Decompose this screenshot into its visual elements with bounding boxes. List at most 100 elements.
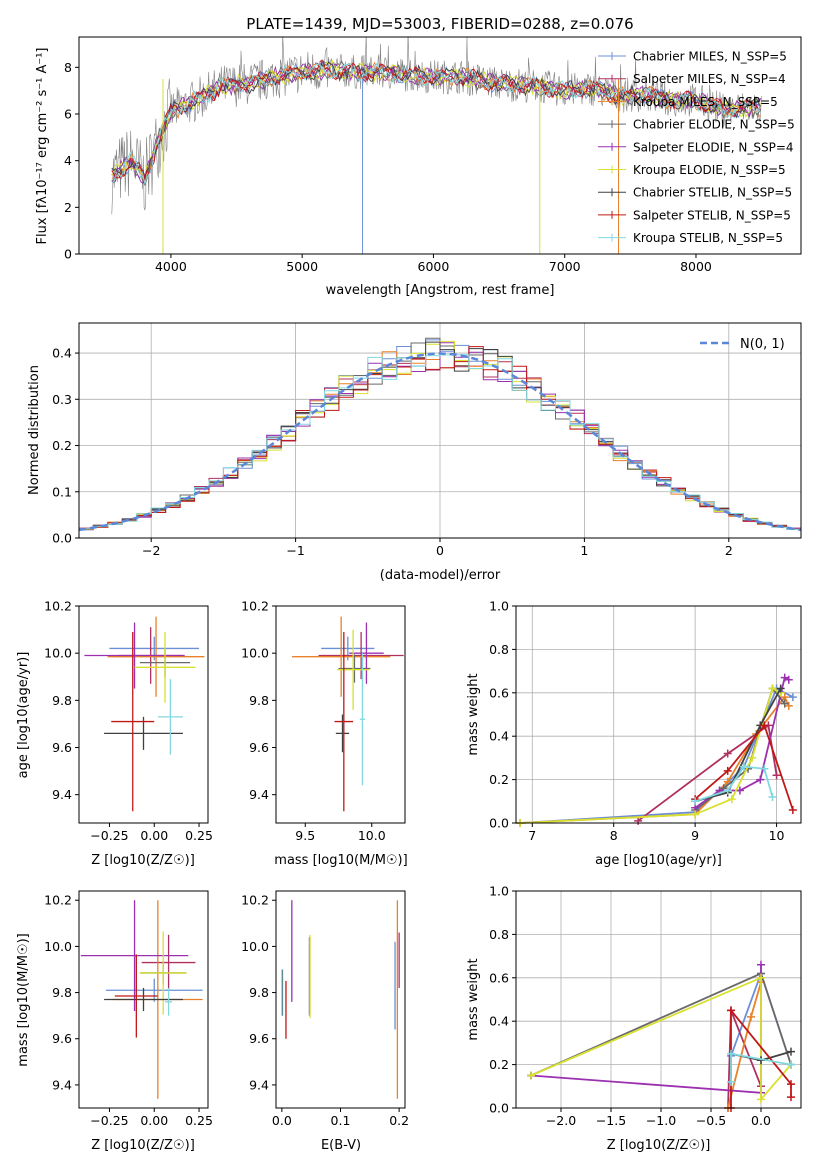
y-tick-label: 1.0 (489, 599, 509, 614)
axes-frame (515, 890, 802, 1109)
weight-marker (784, 701, 793, 710)
y-tick-label: 9.8 (52, 985, 72, 1000)
mass-vs-metallicity-panel: −0.25 0.00 0.25 9.4 9.6 9.8 10.0 10.2 Z [log10(Z… (16, 890, 213, 1153)
x-tick-label: 0.2 (389, 1113, 409, 1128)
x-tick-label: 1 (580, 543, 588, 558)
y-tick-label: 0.8 (489, 642, 509, 657)
weight-marker (691, 797, 700, 806)
weight-marker (787, 1060, 795, 1069)
x-tick-label: 7 (528, 828, 536, 843)
y-tick-label: 0.6 (489, 970, 509, 985)
legend-entry: Chabrier STELIB, N_SSP=5 (633, 186, 792, 200)
axes-frame (515, 605, 802, 824)
y-axis-label: Flux [fλ10⁻¹⁷ erg cm⁻² s⁻¹ A⁻¹] (35, 48, 50, 245)
y-axis-label: mass weight (466, 958, 481, 1040)
x-tick-label: −2 (142, 543, 160, 558)
weight-series-line (530, 964, 762, 1094)
y-tick-label: 9.6 (52, 1031, 72, 1046)
y-tick-label: 9.8 (52, 693, 72, 708)
y-tick-label: 9.6 (249, 740, 269, 755)
weight-marker (756, 775, 765, 784)
y-tick-label: 0.4 (489, 729, 509, 744)
y-tick-label: 0.0 (52, 531, 72, 546)
weight-marker (776, 684, 785, 693)
x-tick-label: 9.5 (295, 828, 315, 843)
legend-entry: Kroupa ELODIE, N_SSP=5 (633, 163, 786, 177)
x-tick-label: 8000 (680, 259, 712, 274)
histogram-series (79, 346, 801, 530)
y-axis-label: age [log10(age/yr)] (16, 652, 31, 779)
weight-series-line (520, 695, 790, 824)
y-tick-label: 10.0 (44, 646, 72, 661)
weight-marker (768, 684, 777, 693)
y-tick-label: 10.0 (241, 939, 269, 954)
model-spectrum (111, 60, 761, 180)
x-tick-label: −2.0 (546, 1113, 576, 1128)
weight-marker (727, 795, 736, 804)
weight-marker (788, 805, 797, 814)
weight-marker (787, 1047, 795, 1056)
x-tick-label: 4000 (155, 259, 187, 274)
legend-entry: Kroupa MILES, N_SSP=5 (633, 95, 778, 109)
x-tick-label: 10.0 (358, 828, 386, 843)
age-vs-mass-panel: 9.5 10.0 9.4 9.6 9.8 10.0 10.2 mass [log10(M/M☉… (241, 599, 408, 869)
x-tick-label: 9 (691, 828, 699, 843)
normal-reference-curve (78, 352, 802, 532)
x-axis-label: Z [log10(Z/Z☉)] (607, 1138, 711, 1153)
x-axis-label: wavelength [Angstrom, rest frame] (326, 283, 555, 298)
x-tick-label: 2 (725, 543, 733, 558)
x-axis-label: (data-model)/error (380, 568, 501, 583)
y-tick-label: 4 (64, 153, 72, 168)
axes-frame (78, 890, 209, 1109)
x-tick-label: 7000 (549, 259, 581, 274)
legend-entry: N(0, 1) (740, 337, 785, 352)
y-tick-label: 10.2 (44, 893, 72, 908)
y-tick-label: 0.8 (489, 927, 509, 942)
y-tick-label: 10.0 (44, 939, 72, 954)
weight-vs-metallicity-panel: −2.0 −1.5 −1.0 −0.5 0.0 0.0 0.2 0.4 0.6 0.8 1.0 Z [… (466, 884, 802, 1153)
y-tick-label: 0.2 (52, 438, 72, 453)
legend-entry: Kroupa STELIB, N_SSP=5 (633, 231, 783, 245)
y-tick-label: 2 (64, 200, 72, 215)
weight-marker (760, 721, 769, 730)
y-tick-label: 0.4 (52, 346, 72, 361)
axes-frame (78, 36, 802, 255)
y-tick-label: 10.0 (241, 646, 269, 661)
y-tick-label: 9.6 (52, 740, 72, 755)
y-tick-label: 10.2 (241, 893, 269, 908)
y-tick-label: 9.4 (249, 787, 269, 802)
y-tick-label: 0.3 (52, 392, 72, 407)
x-tick-label: −0.25 (90, 828, 128, 843)
mass-vs-extinction-panel: 0.0 0.1 0.2 9.4 9.6 9.8 10.0 10.2 E(B-V) (241, 890, 409, 1153)
weight-series-line (694, 688, 782, 803)
weight-marker (727, 1006, 735, 1015)
x-tick-label: −0.25 (90, 1113, 128, 1128)
x-tick-label: −1.5 (596, 1113, 626, 1128)
axes-frame (78, 322, 802, 539)
x-tick-label: 0.1 (331, 1113, 351, 1128)
y-axis-label: mass weight (466, 673, 481, 755)
weight-marker (748, 753, 757, 762)
weight-vs-age-panel: 7 8 9 10 0.0 0.2 0.4 0.6 0.8 1.0 age [log10(age/yr… (466, 599, 802, 868)
legend-entry: Chabrier MILES, N_SSP=5 (633, 50, 787, 64)
weight-marker (527, 1071, 535, 1080)
weight-marker (768, 792, 777, 801)
age-vs-metallicity-panel: −0.25 0.00 0.25 9.4 9.6 9.8 10.0 10.2 Z [log10(Z… (16, 599, 213, 869)
x-tick-label: 0.00 (140, 828, 168, 843)
weight-marker (788, 693, 797, 702)
x-axis-label: mass [log10(M/M☉)] (274, 853, 407, 868)
weight-marker (727, 1077, 735, 1086)
x-tick-label: 8 (610, 828, 618, 843)
weight-marker (747, 1012, 755, 1021)
y-axis-label: Normed distribution (27, 365, 42, 495)
y-tick-label: 1.0 (489, 884, 509, 899)
weight-marker (735, 786, 744, 795)
axes-frame (275, 890, 406, 1109)
x-tick-label: −1.0 (646, 1113, 676, 1128)
weight-marker (740, 762, 748, 771)
axes-frame (78, 605, 209, 824)
y-tick-label: 0.0 (489, 816, 509, 831)
weight-marker (780, 699, 789, 708)
x-tick-label: −1 (286, 543, 304, 558)
spectrum-panel: 4000 5000 6000 7000 8000 0 2 4 6 8 wavelength [Ang… (35, 36, 802, 298)
